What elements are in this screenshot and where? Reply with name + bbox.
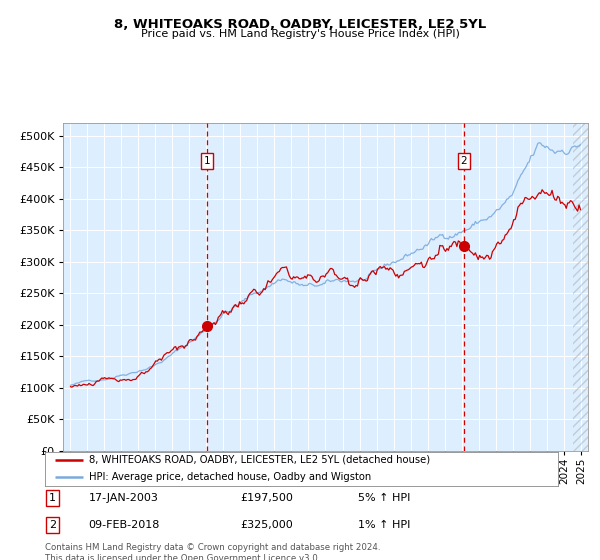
Text: 17-JAN-2003: 17-JAN-2003 bbox=[89, 493, 158, 503]
Text: 2: 2 bbox=[461, 156, 467, 166]
Text: 8, WHITEOAKS ROAD, OADBY, LEICESTER, LE2 5YL (detached house): 8, WHITEOAKS ROAD, OADBY, LEICESTER, LE2… bbox=[89, 455, 430, 465]
Text: 1: 1 bbox=[49, 493, 56, 503]
Text: 09-FEB-2018: 09-FEB-2018 bbox=[89, 520, 160, 530]
Text: £197,500: £197,500 bbox=[240, 493, 293, 503]
Text: HPI: Average price, detached house, Oadby and Wigston: HPI: Average price, detached house, Oadb… bbox=[89, 472, 371, 482]
Text: £325,000: £325,000 bbox=[240, 520, 293, 530]
Text: 5% ↑ HPI: 5% ↑ HPI bbox=[358, 493, 410, 503]
Text: 8, WHITEOAKS ROAD, OADBY, LEICESTER, LE2 5YL: 8, WHITEOAKS ROAD, OADBY, LEICESTER, LE2… bbox=[114, 18, 486, 31]
Text: 1: 1 bbox=[203, 156, 210, 166]
Text: Contains HM Land Registry data © Crown copyright and database right 2024.
This d: Contains HM Land Registry data © Crown c… bbox=[45, 543, 380, 560]
Text: Price paid vs. HM Land Registry's House Price Index (HPI): Price paid vs. HM Land Registry's House … bbox=[140, 29, 460, 39]
Text: 1% ↑ HPI: 1% ↑ HPI bbox=[358, 520, 410, 530]
Text: 2: 2 bbox=[49, 520, 56, 530]
